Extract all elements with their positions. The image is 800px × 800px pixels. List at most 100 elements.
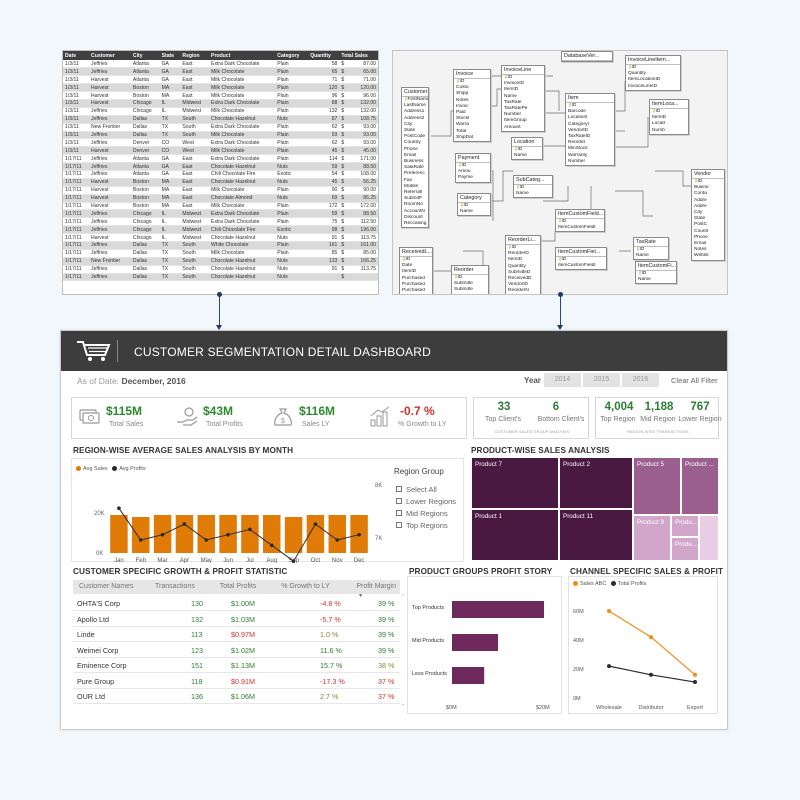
schema-field: ReorderN [508,288,529,294]
sheet-cell: Harvest [89,83,131,93]
sheet-cell: 1/17/11 [63,194,90,203]
sheet-cell: 62 [308,123,340,132]
schema-table[interactable]: CategoryIDName [457,193,491,217]
region-group-checkbox[interactable] [396,510,402,516]
col-header-transactions[interactable]: Transactions [153,580,208,594]
schema-table[interactable]: ItemIDBarcodeLocationICategoryIVendorIDT… [565,93,615,167]
treemap-cell[interactable]: Produ... [671,515,699,537]
product-groups-panel: Top Products Mid Products Less Products $0M… [407,576,562,714]
sheet-cell: 1/17/11 [63,202,90,211]
schema-table[interactable]: ReorderIDSubmitteSubmitteRecei [451,265,489,294]
sheet-cell: 93 [308,131,340,140]
treemap-cell[interactable]: Product 5 [633,457,681,515]
sheet-cell: Chicago [130,99,160,108]
sheet-cell: 75 [308,217,340,227]
database-schema-diagram: CustomerFirstNameLastNameAddress1Address… [392,50,728,295]
treemap-cell[interactable]: Product 1 [471,509,559,561]
treemap-cell[interactable] [699,515,719,561]
sheet-cell: Nuts [275,233,309,242]
schema-table[interactable]: TaxRateIDName [633,237,669,261]
year-button-2015[interactable]: 2015 [583,373,620,387]
schema-field: Busine [694,185,709,191]
customer-total-profits: $1.02M [231,645,255,655]
sheet-cell: Plain [275,123,309,132]
customer-row[interactable]: Pure Group 118 $0.91M -17.3 % 37 % [73,674,400,689]
customer-row[interactable]: Apollo Ltd 132 $1.03M -5.7 % 39 % [73,612,400,627]
schema-key-field: ID [514,185,552,191]
avg-sales-bar [241,515,259,553]
sheet-cell: East [180,162,210,171]
schema-table[interactable]: InvoiceIDCustoShippNotesInvoicPaidStockI… [453,69,491,143]
sheet-row: 1/17/11 Jeffries Chicago IL Midwest Extra Dar… [63,209,378,219]
region-group-checkbox[interactable] [396,486,402,492]
scroll-up-icon[interactable]: ⌃ [401,594,406,600]
sheet-cell: Jeffries [89,249,131,258]
treemap-cell[interactable]: Product 7 [471,457,559,509]
sheet-row: 1/3/11 Harvest Boston MA East Milk Chocolate P… [63,91,378,100]
schema-table-name: ReceivedL... [400,248,432,257]
schema-field: Paid [456,110,466,116]
treemap-cell[interactable]: Produ... [671,537,699,561]
customer-row[interactable]: OHTA'S Corp 130 $1.00M -4.8 % 39 % [73,596,400,611]
treemap-cell[interactable]: Product 9 [633,515,671,561]
scroll-down-icon[interactable]: ⌄ [401,701,406,707]
schema-table[interactable]: InvoiceLineItem...IDQuantityItemLocation… [625,55,681,91]
col-header-total-profits[interactable]: Total Profits [208,580,268,594]
treemap-cell[interactable]: Product 11 [559,509,633,561]
clear-all-filter-button[interactable]: Clear All Filter [671,376,718,385]
schema-table[interactable]: InvoiceLineIDInvoiceIDItemIDNameTaxRateT… [501,65,545,132]
customer-row[interactable]: Weimei Corp 123 $1.02M 11.6 % 39 % [73,643,400,658]
schema-field: Addre [694,203,707,209]
col-header-growth[interactable]: % Growth to LY [268,580,343,594]
sheet-cell: Plain [275,107,309,116]
sheet-cell: White Chocolate [209,241,276,250]
sheet-cell: Chicago [130,217,160,227]
sheet-cell: 114 [308,154,340,164]
schema-table[interactable]: LocationIDName [511,137,543,161]
schema-table[interactable]: VendorIDBusineContaAddreAddreCityStatePo… [691,169,725,261]
sheet-cell: Milk Chocolate [209,131,276,140]
schema-field: VendorID [568,127,589,133]
sheet-cell: Jeffries [89,241,131,250]
col-header-customer-names[interactable]: Customer Names [73,580,153,594]
sheet-cell: Denver [130,146,160,156]
sheet-cell: 71.00 [349,75,378,85]
sheet-cell: IL [159,99,181,108]
sheet-cell: Milk Chocolate [209,75,276,85]
sheet-cell: Plain [275,67,309,77]
treemap-cell[interactable]: Product ... [681,457,719,515]
schema-field: Purchased [402,275,425,281]
year-button-2014[interactable]: 2014 [544,373,581,387]
x-tick-label: Oct [311,558,321,563]
sheet-cell: 59 [308,162,340,171]
sheet-cell: MA [159,186,181,195]
treemap-cell[interactable]: Product 2 [559,457,633,509]
sheet-cell: Midwest [180,217,210,227]
customer-row[interactable]: OUR Ltd 136 $1.06M 2.7 % 37 % [73,689,400,704]
schema-table[interactable]: ReorderLi...IDReorderDItemIDQuantitySubm… [505,235,541,294]
region-group-checkbox[interactable] [396,522,402,528]
dashboard-header: CUSTOMER SEGMENTATION DETAIL DASHBOARD [61,331,727,371]
sheet-cell: 93.00 [349,131,378,140]
schema-table[interactable]: CustomerFirstNameLastNameAddress1Address… [401,87,429,229]
sheet-cell: Nuts [275,115,309,124]
sort-desc-icon[interactable]: ▼ [358,593,363,599]
sheet-cell: Jeffries [89,162,131,171]
schema-table[interactable]: ReceivedL...IDDateItemIDPurchasedPurchas… [399,247,433,294]
sheet-header-cell: Region [180,51,210,60]
customer-row[interactable]: Linde 113 $0.97M 1.0 % 39 % [73,627,400,642]
customer-name: Eminence Corp [77,661,127,670]
customer-row[interactable]: Eminence Corp 151 $1.13M 15.7 % 38 % [73,658,400,673]
schema-table[interactable]: DatabaseVer... [561,51,613,62]
schema-table[interactable]: PaymentIDAmouPayme [455,153,491,183]
region-group-checkbox[interactable] [396,498,402,504]
year-button-2016[interactable]: 2016 [622,373,659,387]
schema-key-field: ID [626,65,680,71]
col-header-profit-margin[interactable]: Profit Margin [343,580,400,594]
sheet-cell: South [180,265,210,274]
